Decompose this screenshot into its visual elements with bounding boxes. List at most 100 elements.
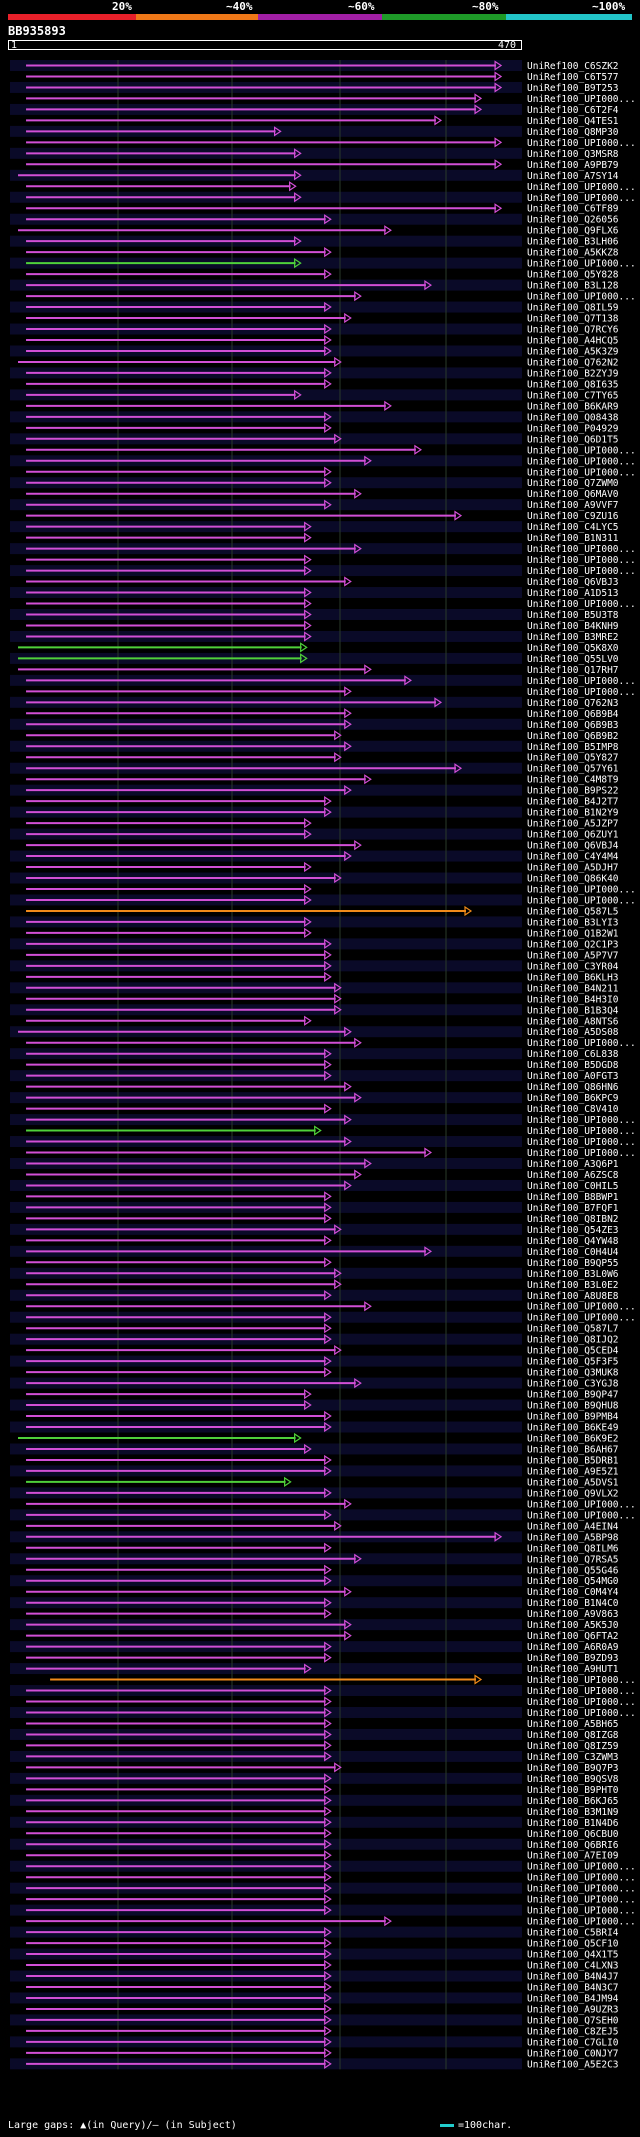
hit-label[interactable]: UniRef100_Q6VBJ4 [527,841,619,852]
hit-label[interactable]: UniRef100_UPI000... [527,895,636,906]
hit-label[interactable]: UniRef100_Q55LV0 [527,654,619,665]
hit-label[interactable]: UniRef100_B7FQF1 [527,1203,619,1214]
hit-label[interactable]: UniRef100_C3YR04 [527,961,619,972]
hit-label[interactable]: UniRef100_C3ZWM3 [527,1752,619,1763]
hit-label[interactable]: UniRef100_Q6B9B4 [527,709,619,720]
hit-label[interactable]: UniRef100_Q8IL59 [527,303,619,314]
hit-label[interactable]: UniRef100_UPI000... [527,193,636,204]
hit-label[interactable]: UniRef100_C8ZEJ5 [527,2026,619,2037]
hit-label[interactable]: UniRef100_Q54ZE3 [527,1225,619,1236]
hit-label[interactable]: UniRef100_Q86K40 [527,874,619,885]
hit-label[interactable]: UniRef100_UPI000... [527,1873,636,1884]
hit-label[interactable]: UniRef100_C6T2F4 [527,105,619,116]
hit-label[interactable]: UniRef100_Q1B2W1 [527,928,619,939]
hit-label[interactable]: UniRef100_B3LYI3 [527,917,619,928]
hit-label[interactable]: UniRef100_B3L0W6 [527,1269,619,1280]
hit-label[interactable]: UniRef100_UPI000... [527,445,636,456]
hit-label[interactable]: UniRef100_A4EIN4 [527,1521,619,1532]
hit-label[interactable]: UniRef100_B9QSV8 [527,1774,619,1785]
hit-label[interactable]: UniRef100_UPI000... [527,884,636,895]
hit-label[interactable]: UniRef100_A9E5Z1 [527,1466,619,1477]
hit-label[interactable]: UniRef100_A5E2C3 [527,2059,619,2070]
hit-label[interactable]: UniRef100_B5IMP8 [527,742,619,753]
hit-label[interactable]: UniRef100_C6L838 [527,1049,619,1060]
hit-label[interactable]: UniRef100_Q4TES1 [527,116,619,127]
hit-label[interactable]: UniRef100_UPI000... [527,1917,636,1928]
hit-label[interactable]: UniRef100_UPI000... [527,1038,636,1049]
hit-label[interactable]: UniRef100_Q5Y827 [527,753,619,764]
hit-label[interactable]: UniRef100_A5K3Z9 [527,346,619,357]
hit-label[interactable]: UniRef100_Q762N2 [527,357,619,368]
hit-label[interactable]: UniRef100_C6SZK2 [527,61,619,72]
hit-label[interactable]: UniRef100_Q6VBJ3 [527,577,619,588]
hit-label[interactable]: UniRef100_UPI000... [527,259,636,270]
hit-label[interactable]: UniRef100_B6KAR9 [527,401,619,412]
hit-label[interactable]: UniRef100_B4J2T7 [527,797,619,808]
hit-label[interactable]: UniRef100_Q8I635 [527,379,619,390]
hit-label[interactable]: UniRef100_C0NJY7 [527,2048,619,2059]
hit-label[interactable]: UniRef100_Q57Y61 [527,764,619,775]
hit-label[interactable]: UniRef100_B3LH06 [527,237,619,248]
hit-label[interactable]: UniRef100_UPI000... [527,292,636,303]
hit-label[interactable]: UniRef100_A8NTS6 [527,1016,619,1027]
hit-label[interactable]: UniRef100_Q4X1T5 [527,1950,619,1961]
hit-label[interactable]: UniRef100_B6KE49 [527,1423,619,1434]
hit-label[interactable]: UniRef100_A9UZR3 [527,2004,619,2015]
hit-label[interactable]: UniRef100_B9T253 [527,83,619,94]
hit-label[interactable]: UniRef100_C0H4U4 [527,1247,619,1258]
hit-label[interactable]: UniRef100_B9QP55 [527,1258,619,1269]
hit-label[interactable]: UniRef100_C4LXN3 [527,1961,619,1972]
hit-label[interactable]: UniRef100_B6KLH3 [527,972,619,983]
hit-label[interactable]: UniRef100_B4N4J7 [527,1972,619,1983]
hit-label[interactable]: UniRef100_B5DRB1 [527,1455,619,1466]
hit-label[interactable]: UniRef100_C6T577 [527,72,619,83]
hit-label[interactable]: UniRef100_A9PB79 [527,160,619,171]
hit-label[interactable]: UniRef100_B3MRE2 [527,632,619,643]
hit-label[interactable]: UniRef100_B6K9E2 [527,1433,619,1444]
hit-label[interactable]: UniRef100_Q6B9B3 [527,720,619,731]
hit-label[interactable]: UniRef100_A6R0A9 [527,1642,619,1653]
hit-label[interactable]: UniRef100_UPI000... [527,566,636,577]
hit-label[interactable]: UniRef100_UPI000... [527,1708,636,1719]
hit-label[interactable]: UniRef100_A0FGT3 [527,1071,619,1082]
hit-label[interactable]: UniRef100_UPI000... [527,1906,636,1917]
hit-label[interactable]: UniRef100_UPI000... [527,94,636,105]
hit-label[interactable]: UniRef100_Q5CED4 [527,1346,619,1357]
hit-label[interactable]: UniRef100_UPI000... [527,1313,636,1324]
hit-label[interactable]: UniRef100_A6ZSC8 [527,1170,619,1181]
hit-label[interactable]: UniRef100_B9QHU8 [527,1401,619,1412]
hit-label[interactable]: UniRef100_B9ZD93 [527,1653,619,1664]
hit-label[interactable]: UniRef100_C5BRI4 [527,1928,619,1939]
hit-label[interactable]: UniRef100_Q8MP30 [527,127,619,138]
hit-label[interactable]: UniRef100_Q6B9B2 [527,731,619,742]
hit-label[interactable]: UniRef100_C4LYC5 [527,522,619,533]
hit-label[interactable]: UniRef100_UPI000... [527,555,636,566]
hit-label[interactable]: UniRef100_Q9VLX2 [527,1488,619,1499]
hit-label[interactable]: UniRef100_Q86HN6 [527,1082,619,1093]
hit-label[interactable]: UniRef100_UPI000... [527,1686,636,1697]
hit-label[interactable]: UniRef100_Q8IZG8 [527,1730,619,1741]
hit-label[interactable]: UniRef100_A5JZP7 [527,819,619,830]
hit-label[interactable]: UniRef100_Q6CBU0 [527,1829,619,1840]
hit-label[interactable]: UniRef100_UPI000... [527,1510,636,1521]
hit-label[interactable]: UniRef100_C0HIL5 [527,1181,619,1192]
hit-label[interactable]: UniRef100_Q8IZ59 [527,1741,619,1752]
hit-label[interactable]: UniRef100_B9PHT0 [527,1785,619,1796]
hit-label[interactable]: UniRef100_Q3MSR8 [527,149,619,160]
hit-label[interactable]: UniRef100_UPI000... [527,456,636,467]
hit-label[interactable]: UniRef100_Q5CF10 [527,1939,619,1950]
hit-label[interactable]: UniRef100_P04929 [527,423,619,434]
hit-label[interactable]: UniRef100_A9VVF7 [527,500,619,511]
hit-label[interactable]: UniRef100_A5BH65 [527,1719,619,1730]
hit-label[interactable]: UniRef100_UPI000... [527,1126,636,1137]
hit-label[interactable]: UniRef100_A7EI09 [527,1851,619,1862]
hit-label[interactable]: UniRef100_B9PMB4 [527,1412,619,1423]
hit-label[interactable]: UniRef100_Q762N3 [527,698,619,709]
hit-label[interactable]: UniRef100_B9Q7P3 [527,1763,619,1774]
hit-label[interactable]: UniRef100_UPI000... [527,544,636,555]
hit-label[interactable]: UniRef100_C4M8T9 [527,775,619,786]
hit-label[interactable]: UniRef100_Q8IJQ2 [527,1335,619,1346]
hit-label[interactable]: UniRef100_B3L128 [527,281,619,292]
hit-label[interactable]: UniRef100_A9HUT1 [527,1664,619,1675]
hit-label[interactable]: UniRef100_Q6ZUY1 [527,830,619,841]
